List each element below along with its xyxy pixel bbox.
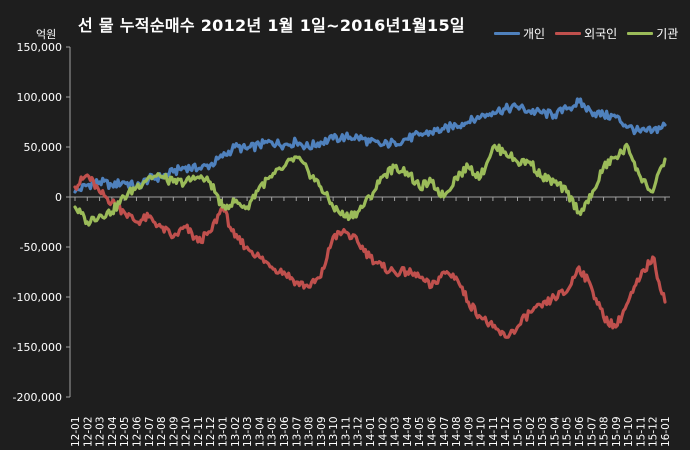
x-tick-label: 15-02 xyxy=(525,416,537,447)
x-tick-label: 13-11 xyxy=(340,416,352,447)
series-line-0 xyxy=(73,97,667,194)
x-tick-label: 13-03 xyxy=(242,416,254,447)
x-tick-label: 15-05 xyxy=(562,416,574,447)
x-tick-label: 14-07 xyxy=(439,416,451,447)
y-tick-label: 100,000 xyxy=(17,91,63,104)
y-tick-label: 0 xyxy=(55,191,62,204)
x-tick-label: 14-09 xyxy=(463,416,475,447)
legend-item-foreign: 외국인 xyxy=(555,25,617,42)
x-tick-label: 12-12 xyxy=(205,416,217,447)
y-axis-unit-label: 억원 xyxy=(36,28,57,41)
legend: 개인 외국인 기관 xyxy=(494,25,678,42)
x-tick-label: 12-06 xyxy=(131,416,143,447)
x-tick-label: 13-07 xyxy=(291,416,303,447)
x-tick-label: 13-09 xyxy=(316,416,328,447)
x-tick-label: 12-10 xyxy=(181,416,193,447)
x-tick-label: 13-01 xyxy=(218,416,230,447)
x-tick-label: 12-04 xyxy=(107,416,119,447)
x-tick-label: 15-01 xyxy=(513,416,525,447)
x-tick-label: 15-09 xyxy=(611,416,623,447)
x-tick-label: 14-02 xyxy=(377,416,389,447)
x-tick-label: 13-10 xyxy=(328,416,340,447)
legend-label-individual: 개인 xyxy=(523,27,546,41)
y-tick-label: -50,000 xyxy=(20,241,62,254)
x-tick-label: 15-11 xyxy=(635,416,647,447)
y-tick-label: -150,000 xyxy=(13,341,62,354)
legend-swatch-individual xyxy=(494,32,520,35)
x-tick-label: 14-05 xyxy=(414,416,426,447)
x-tick-label: 14-01 xyxy=(365,416,377,447)
x-tick-label: 14-11 xyxy=(488,416,500,447)
y-tick-label: 50,000 xyxy=(24,141,63,154)
x-tick-label: 13-02 xyxy=(230,416,242,447)
x-tick-label: 14-08 xyxy=(451,416,463,447)
legend-label-institution: 기관 xyxy=(656,27,679,41)
x-tick-label: 12-02 xyxy=(82,416,94,447)
series-line-2 xyxy=(73,142,667,227)
x-tick-label: 14-12 xyxy=(500,416,512,447)
x-tick-label: 16-01 xyxy=(660,416,672,447)
x-tick-label: 15-04 xyxy=(549,416,561,447)
x-tick-label: 13-12 xyxy=(353,416,365,447)
legend-swatch-foreign xyxy=(555,32,582,35)
x-tick-label: 13-05 xyxy=(267,416,279,447)
x-tick-label: 14-10 xyxy=(476,416,488,447)
chart-title: 선 물 누적순매수 2012년 1월 1일~2016년1월15일 xyxy=(78,16,465,35)
x-tick-label: 14-04 xyxy=(402,416,414,447)
x-tick-label: 12-08 xyxy=(156,416,168,447)
x-tick-label: 12-09 xyxy=(168,416,180,447)
x-tick-label: 12-03 xyxy=(95,416,107,447)
x-tick-label: 15-06 xyxy=(574,416,586,447)
y-tick-label: -100,000 xyxy=(13,291,62,304)
legend-swatch-institution xyxy=(627,32,654,35)
y-tick-label: -200,000 xyxy=(13,391,62,404)
x-tick-label: 12-11 xyxy=(193,416,205,447)
series-line-1 xyxy=(73,173,667,339)
x-tick-label: 15-10 xyxy=(623,416,635,447)
x-tick-label: 13-06 xyxy=(279,416,291,447)
x-tick-label: 15-12 xyxy=(648,416,660,447)
legend-item-institution: 기관 xyxy=(627,25,678,42)
x-tick-label: 15-03 xyxy=(537,416,549,447)
x-tick-label: 14-03 xyxy=(390,416,402,447)
x-tick-label: 15-08 xyxy=(599,416,611,447)
x-tick-label: 12-07 xyxy=(144,416,156,447)
x-tick-label: 13-04 xyxy=(254,416,266,447)
x-tick-label: 14-06 xyxy=(426,416,438,447)
x-tick-label: 12-05 xyxy=(119,416,131,447)
x-tick-label: 13-08 xyxy=(304,416,316,447)
legend-label-foreign: 외국인 xyxy=(584,27,618,41)
x-tick-label: 15-07 xyxy=(586,416,598,447)
legend-item-individual: 개인 xyxy=(494,25,545,42)
x-tick-label: 12-01 xyxy=(70,416,82,447)
y-tick-label: 150,000 xyxy=(17,41,63,54)
